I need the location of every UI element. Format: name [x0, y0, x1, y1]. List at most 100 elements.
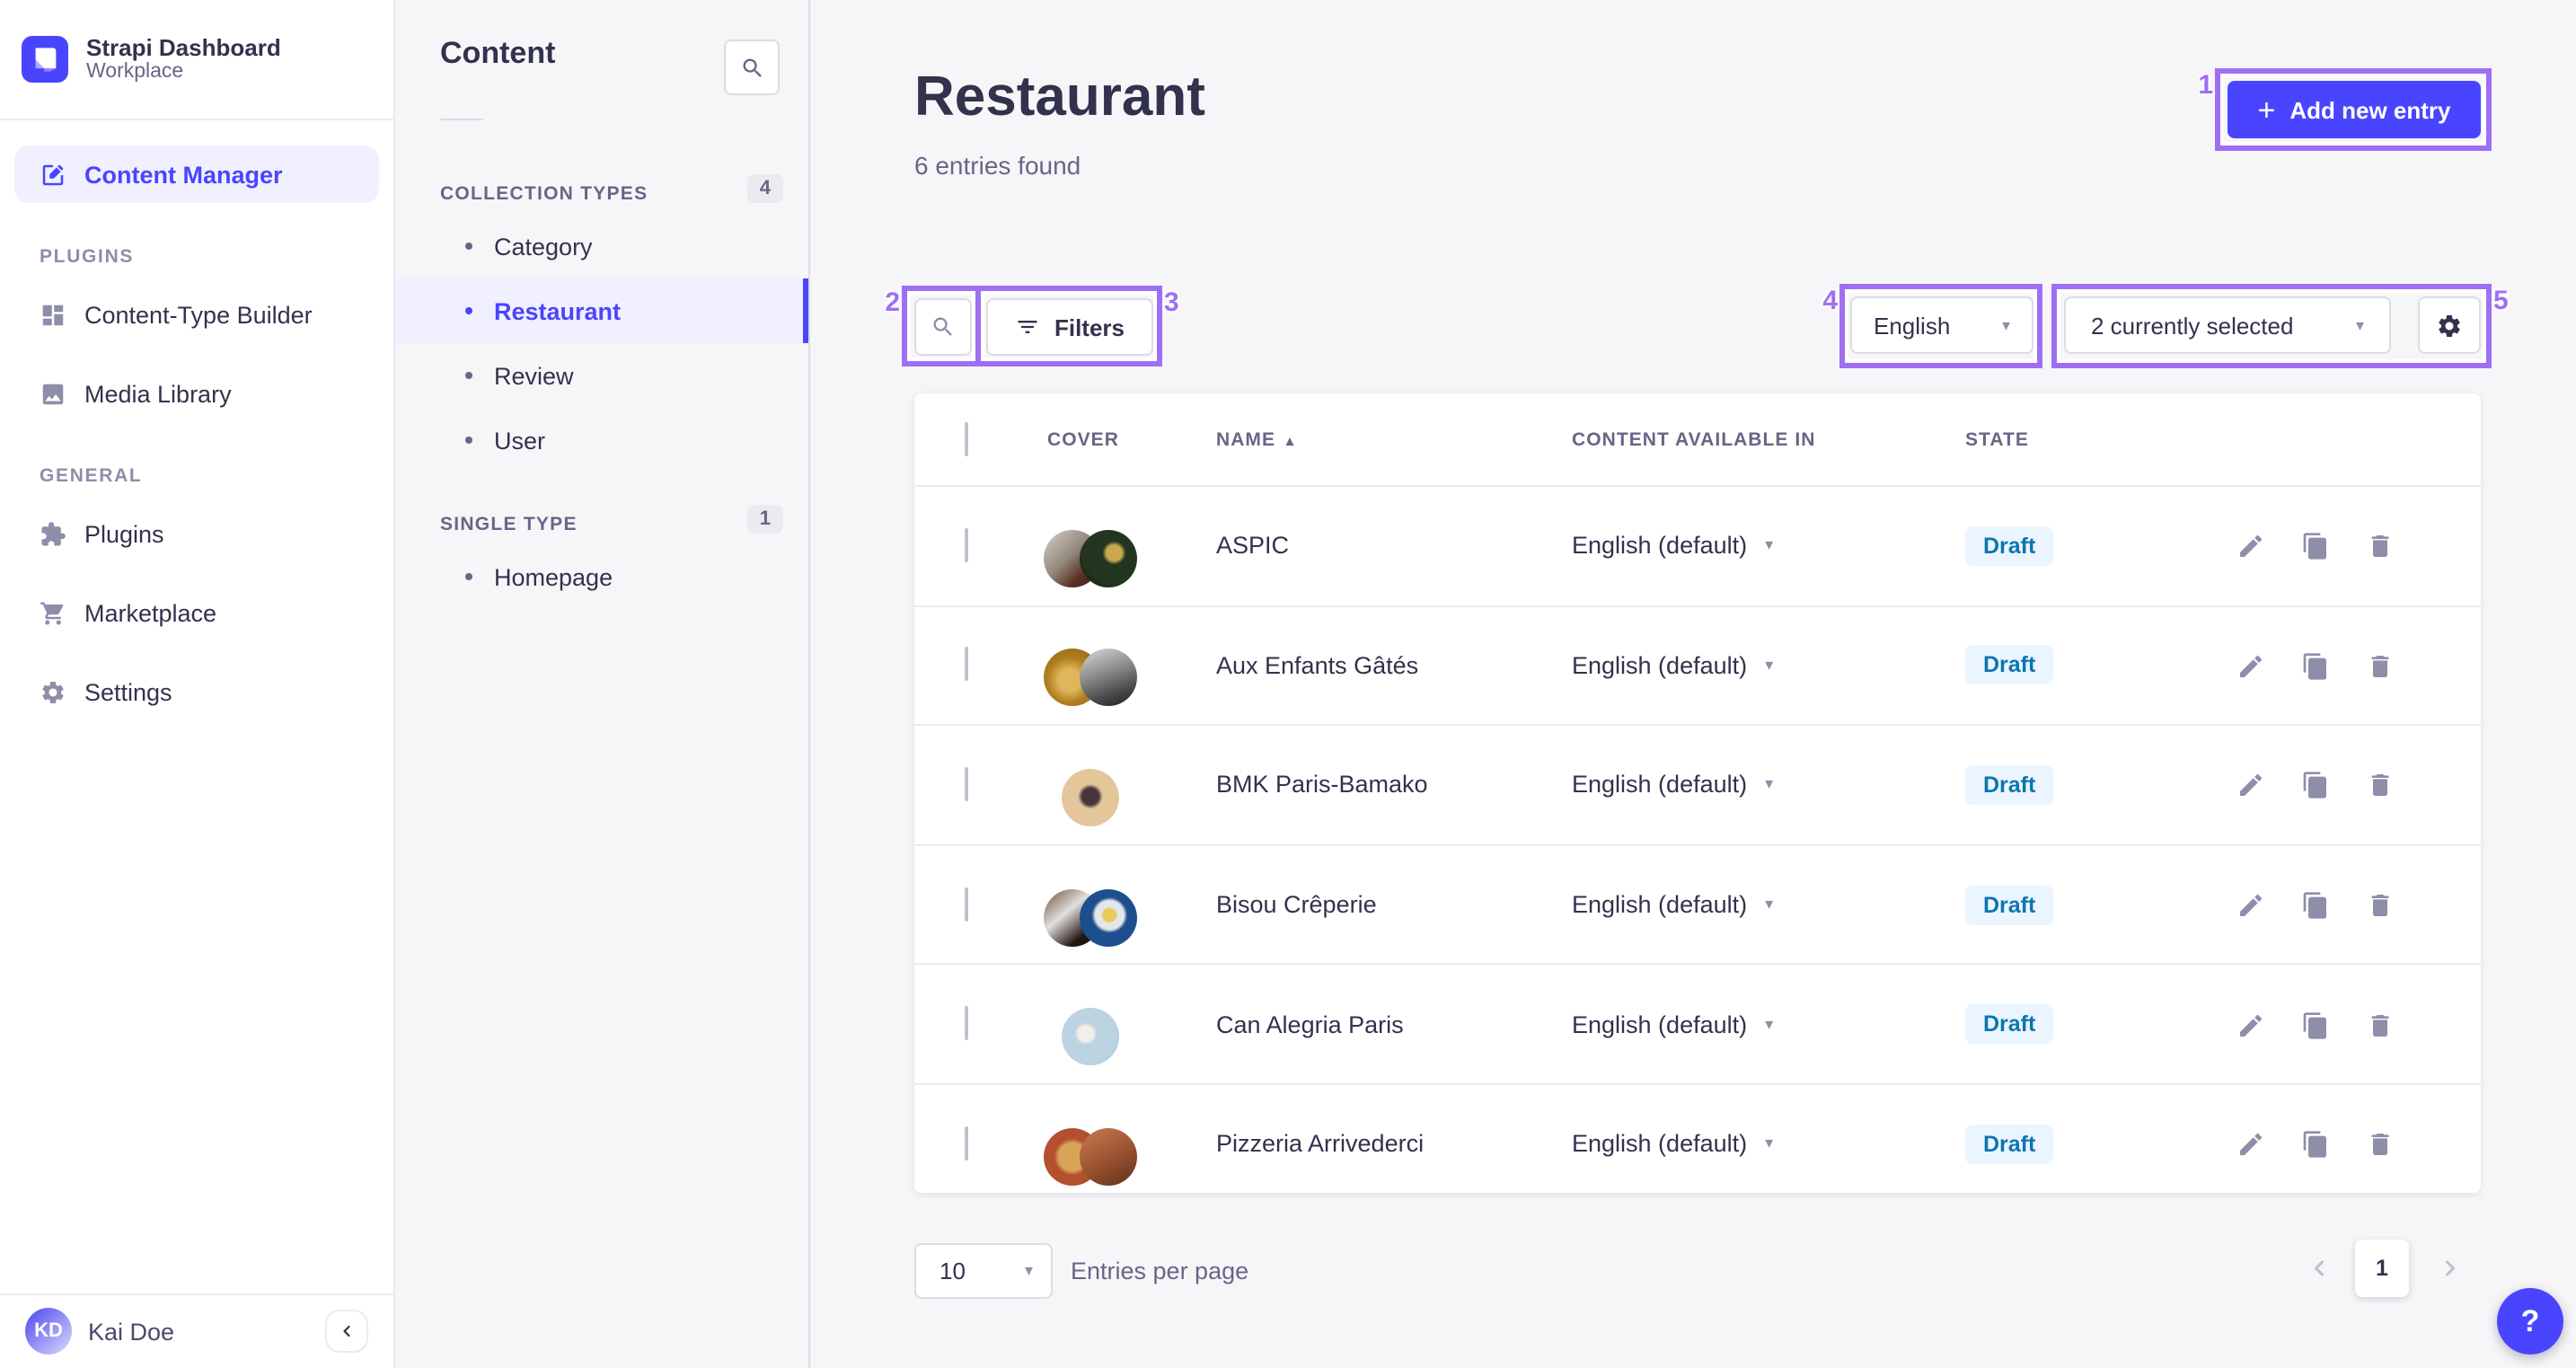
annotation-label: 2 — [885, 287, 900, 318]
table-row[interactable]: Aux Enfants Gâtés English (default) ▾ Dra… — [914, 606, 2481, 727]
subnav-search-button[interactable] — [724, 40, 780, 95]
view-settings-button[interactable] — [2418, 296, 2481, 354]
bullet-icon — [465, 243, 472, 250]
row-checkbox[interactable] — [965, 1125, 968, 1161]
row-locale-select[interactable]: English (default) ▾ — [1572, 1011, 1774, 1038]
chevron-left-icon — [2307, 1257, 2332, 1282]
help-button[interactable]: ? — [2497, 1288, 2563, 1355]
sidebar-collapse-button[interactable] — [325, 1310, 368, 1353]
duplicate-button[interactable] — [2301, 1010, 2330, 1038]
subnav-item-review[interactable]: Review — [395, 343, 808, 408]
chevron-down-icon: ▾ — [2355, 315, 2364, 333]
chevron-down-icon: ▾ — [1765, 1014, 1774, 1033]
sort-asc-icon: ▴ — [1286, 432, 1295, 448]
status-badge: Draft — [1965, 1124, 2054, 1164]
sidebar-item-settings[interactable]: Settings — [14, 663, 379, 720]
subnav-item-user[interactable]: User — [395, 408, 808, 472]
add-new-entry-button[interactable]: + Add new entry — [2228, 81, 2481, 138]
sidebar-item-plugins[interactable]: Plugins — [14, 505, 379, 562]
single-type-count: 1 — [746, 505, 783, 534]
chevron-down-icon: ▾ — [1765, 535, 1774, 554]
search-button[interactable] — [914, 298, 972, 356]
edit-button[interactable] — [2236, 890, 2265, 919]
status-badge: Draft — [1965, 1004, 2054, 1045]
gear-icon — [2436, 312, 2463, 339]
row-checkbox[interactable] — [965, 766, 968, 801]
duplicate-button[interactable] — [2301, 532, 2330, 560]
delete-button[interactable] — [2366, 651, 2395, 680]
media-library-icon — [40, 380, 66, 407]
delete-button[interactable] — [2366, 890, 2395, 919]
edit-button[interactable] — [2236, 1130, 2265, 1159]
row-checkbox[interactable] — [965, 647, 968, 682]
locale-select[interactable]: English ▾ — [1850, 296, 2033, 354]
sidebar-item-media-library[interactable]: Media Library — [14, 365, 379, 422]
group-label-collection-types: COLLECTION TYPES — [440, 183, 648, 205]
status-badge: Draft — [1965, 525, 2054, 566]
duplicate-button[interactable] — [2301, 651, 2330, 680]
duplicate-button[interactable] — [2301, 771, 2330, 799]
row-checkbox[interactable] — [965, 527, 968, 562]
row-name: BMK Paris-Bamako — [1216, 771, 1428, 799]
subnav-item-category[interactable]: Category — [395, 214, 808, 278]
edit-button[interactable] — [2236, 1010, 2265, 1038]
filter-icon — [1015, 314, 1040, 340]
workspace-switcher[interactable]: Strapi Dashboard Workplace — [0, 0, 393, 120]
page-size-select[interactable]: 10 ▾ — [914, 1243, 1053, 1299]
subnav-item-restaurant[interactable]: Restaurant — [395, 278, 808, 343]
page-number[interactable]: 1 — [2355, 1240, 2409, 1297]
fields-select[interactable]: 2 currently selected ▾ — [2064, 296, 2391, 354]
chevron-down-icon: ▾ — [1024, 1261, 1033, 1279]
next-page-button[interactable] — [2438, 1254, 2463, 1279]
sidebar-item-content-type-builder[interactable]: Content-Type Builder — [14, 286, 379, 343]
divider — [440, 119, 483, 120]
delete-button[interactable] — [2366, 1010, 2395, 1038]
edit-button[interactable] — [2236, 651, 2265, 680]
duplicate-button[interactable] — [2301, 890, 2330, 919]
delete-button[interactable] — [2366, 771, 2395, 799]
annotation-label: 3 — [1164, 287, 1179, 318]
bullet-icon — [465, 372, 472, 379]
subnav-item-homepage[interactable]: Homepage — [395, 544, 808, 609]
row-locale-select[interactable]: English (default) ▾ — [1572, 532, 1774, 560]
status-badge: Draft — [1965, 764, 2054, 805]
row-locale-select[interactable]: English (default) ▾ — [1572, 1130, 1774, 1158]
row-checkbox[interactable] — [965, 887, 968, 922]
column-header-state: STATE — [1965, 428, 2029, 450]
select-all-checkbox[interactable] — [965, 421, 968, 455]
delete-button[interactable] — [2366, 1130, 2395, 1159]
previous-page-button[interactable] — [2307, 1254, 2332, 1279]
delete-button[interactable] — [2366, 532, 2395, 560]
subnav-title: Content — [440, 36, 556, 70]
row-locale-select[interactable]: English (default) ▾ — [1572, 651, 1774, 679]
chevron-down-icon: ▾ — [1765, 774, 1774, 793]
avatar: KD — [25, 1308, 72, 1355]
row-name: ASPIC — [1216, 532, 1290, 560]
column-header-content-available-in: CONTENT AVAILABLE IN — [1572, 428, 1816, 450]
plus-icon: + — [2257, 93, 2276, 127]
table-row[interactable]: Bisou Crêperie English (default) ▾ Draft — [914, 846, 2481, 966]
table-row[interactable]: Can Alegria Paris English (default) ▾ Dra… — [914, 966, 2481, 1085]
marketplace-icon — [40, 599, 66, 626]
chevron-down-icon: ▾ — [1765, 1134, 1774, 1152]
bullet-icon — [465, 437, 472, 444]
sidebar-item-marketplace[interactable]: Marketplace — [14, 584, 379, 641]
sidebar-item-content-manager[interactable]: Content Manager — [14, 146, 379, 203]
duplicate-button[interactable] — [2301, 1130, 2330, 1159]
row-locale-select[interactable]: English (default) ▾ — [1572, 891, 1774, 919]
row-locale-select[interactable]: English (default) ▾ — [1572, 771, 1774, 799]
group-label-single-type: SINGLE TYPE — [440, 514, 578, 535]
table-row[interactable]: ASPIC English (default) ▾ Draft — [914, 487, 2481, 607]
entries-table: COVER NAME ▴ CONTENT AVAILABLE IN STATE A… — [914, 393, 2481, 1193]
row-name: Aux Enfants Gâtés — [1216, 651, 1419, 679]
row-name: Can Alegria Paris — [1216, 1011, 1404, 1038]
edit-button[interactable] — [2236, 771, 2265, 799]
table-row[interactable]: BMK Paris-Bamako English (default) ▾ Draf… — [914, 726, 2481, 846]
annotation-label: 4 — [1822, 286, 1838, 316]
edit-button[interactable] — [2236, 532, 2265, 560]
column-header-name[interactable]: NAME ▴ — [1216, 428, 1295, 450]
row-checkbox[interactable] — [965, 1006, 968, 1041]
filters-button[interactable]: Filters — [986, 298, 1153, 356]
table-row[interactable]: Pizzeria Arrivederci English (default) ▾ … — [914, 1085, 2481, 1203]
